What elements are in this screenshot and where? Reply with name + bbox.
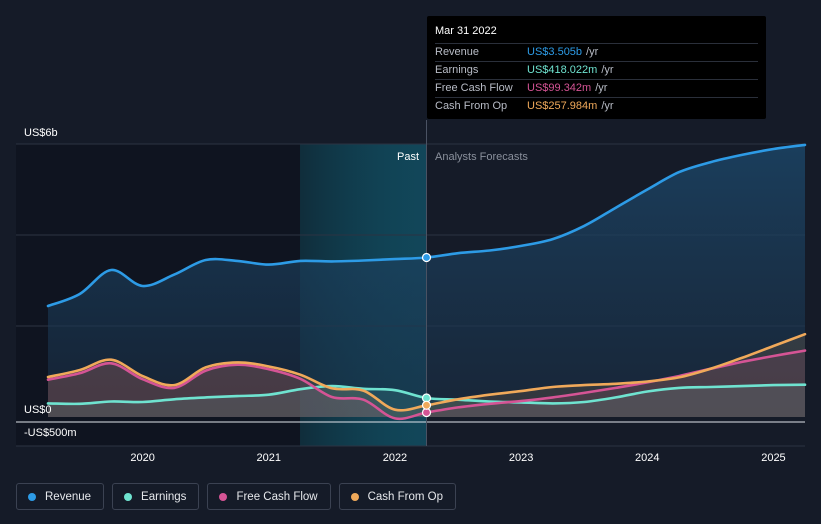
tooltip: Mar 31 2022 Revenue US$3.505b /yr Earnin… (427, 16, 766, 119)
tooltip-label: Free Cash Flow (435, 82, 513, 94)
tooltip-value: US$3.505b (527, 46, 583, 58)
x-tick-label: 2020 (130, 452, 154, 464)
tooltip-row-earnings: Earnings US$418.022m /yr (435, 62, 758, 80)
tooltip-row-revenue: Revenue US$3.505b /yr (435, 44, 758, 62)
tooltip-row-cash-from-op: Cash From Op US$257.984m /yr (435, 98, 758, 115)
x-tick-label: 2025 (761, 452, 785, 464)
y-bottom-label: -US$500m (24, 427, 77, 439)
tooltip-date: Mar 31 2022 (435, 25, 758, 44)
legend-item-earnings[interactable]: Earnings (112, 483, 200, 510)
x-axis-ticks: 2020 2021 2022 2023 2024 2025 (130, 452, 785, 464)
tooltip-value: US$257.984m (527, 100, 598, 112)
tooltip-unit: /yr (595, 82, 608, 94)
y-top-label: US$6b (24, 127, 58, 139)
y-zero-label: US$0 (24, 404, 52, 416)
series-markers (421, 252, 432, 418)
x-tick-label: 2021 (257, 452, 281, 464)
tooltip-value: US$418.022m (527, 64, 598, 76)
tooltip-unit: /yr (601, 100, 614, 112)
past-label: Past (397, 151, 419, 163)
forecast-label: Analysts Forecasts (435, 151, 528, 163)
tooltip-label: Cash From Op (435, 100, 508, 112)
tooltip-row-free-cash-flow: Free Cash Flow US$99.342m /yr (435, 80, 758, 98)
tooltip-unit: /yr (601, 64, 614, 76)
legend-item-free-cash-flow[interactable]: Free Cash Flow (207, 483, 331, 510)
x-tick-label: 2023 (509, 452, 533, 464)
cash-from-op-marker[interactable] (421, 400, 432, 410)
legend-label: Revenue (45, 490, 92, 503)
tooltip-unit: /yr (586, 46, 599, 58)
legend-dot-icon (124, 492, 133, 501)
legend-label: Free Cash Flow (236, 490, 318, 503)
tooltip-label: Revenue (435, 46, 480, 58)
tooltip-label: Earnings (435, 64, 479, 76)
tooltip-value: US$99.342m (527, 82, 592, 94)
legend-dot-icon (28, 492, 36, 501)
legend-dot-icon (219, 492, 228, 501)
free-cash-flow-area (48, 350, 805, 419)
legend-label: Cash From Op (367, 490, 444, 503)
legend-item-revenue[interactable]: Revenue (16, 483, 105, 510)
x-tick-label: 2022 (383, 452, 407, 464)
revenue-marker[interactable] (421, 252, 432, 263)
legend: Revenue Earnings Free Cash Flow Cash Fro… (16, 483, 457, 510)
legend-dot-icon (350, 492, 359, 501)
x-tick-label: 2024 (635, 452, 659, 464)
legend-label: Earnings (141, 490, 187, 503)
legend-item-cash-from-op[interactable]: Cash From Op (338, 483, 457, 510)
